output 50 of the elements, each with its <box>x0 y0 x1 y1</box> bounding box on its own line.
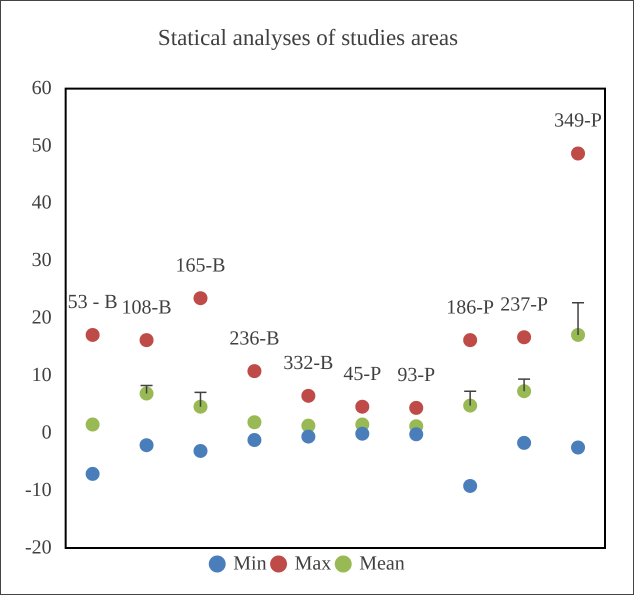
x-tick-label: 108-B <box>122 296 172 318</box>
y-tick-label: 0 <box>42 421 52 444</box>
y-tick-label: 30 <box>32 249 52 272</box>
y-tick-label: 10 <box>32 364 52 386</box>
point <box>86 418 100 432</box>
point <box>517 330 532 344</box>
point <box>86 466 100 481</box>
point <box>140 333 154 348</box>
x-tick-label: 93-P <box>397 364 436 386</box>
x-tick-label: 332-B <box>283 352 334 374</box>
chart-title: Statical analyses of studies areas <box>158 24 458 50</box>
y-tick-label: 40 <box>32 192 52 214</box>
y-tick-label: 60 <box>32 76 52 99</box>
point <box>140 438 154 452</box>
point <box>517 384 532 398</box>
point <box>247 364 262 378</box>
point <box>463 478 478 493</box>
legend-label: Min <box>233 552 267 574</box>
point <box>193 400 208 414</box>
point <box>247 415 262 430</box>
y-tick-label: -20 <box>24 536 52 558</box>
point <box>463 333 478 348</box>
x-tick-label: 349-P <box>554 110 602 132</box>
point <box>86 328 100 342</box>
y-tick-label: 50 <box>32 134 52 156</box>
point <box>193 444 208 458</box>
point <box>571 440 586 455</box>
y-tick-label: -10 <box>24 478 52 501</box>
point <box>247 433 262 448</box>
point <box>301 430 316 444</box>
point <box>463 398 478 413</box>
x-tick-label: 53 - B <box>68 291 118 314</box>
x-tick-label: 186-P <box>446 296 494 318</box>
x-tick-label: 237-P <box>500 294 548 316</box>
point <box>571 328 586 342</box>
x-tick-label: 45-P <box>343 362 382 385</box>
point <box>355 400 370 414</box>
legend-label: Max <box>294 552 332 574</box>
point <box>409 427 424 442</box>
x-tick-label: 236-B <box>229 327 280 350</box>
y-tick-label: 20 <box>32 306 52 329</box>
point <box>517 436 532 450</box>
point <box>355 426 370 441</box>
point <box>571 146 586 160</box>
point <box>301 388 316 403</box>
legend-label: Mean <box>359 552 405 574</box>
point <box>140 386 154 401</box>
point <box>193 291 208 306</box>
point <box>409 400 424 415</box>
x-tick-label: 165-B <box>175 254 226 276</box>
